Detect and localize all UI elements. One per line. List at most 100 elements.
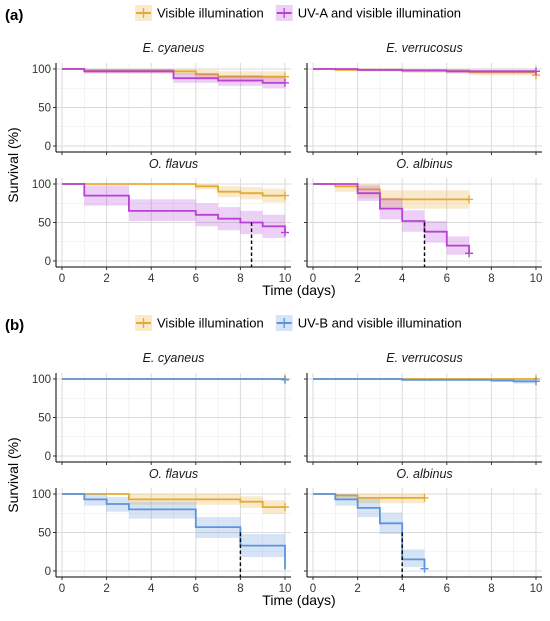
- x-tick-label: 4: [399, 583, 406, 595]
- y-tick-label: 0: [45, 141, 51, 153]
- x-tick-label: 0: [59, 583, 65, 595]
- y-axis-title: Survival (%): [5, 437, 21, 512]
- censor-mark: [281, 375, 289, 384]
- x-tick-label: 4: [148, 273, 155, 285]
- legend: Visible illumination UV-B and visible ill…: [135, 315, 462, 331]
- y-tick-label: 100: [32, 179, 51, 191]
- x-tick-label: 8: [488, 583, 494, 595]
- y-tick-label: 0: [45, 451, 51, 463]
- grid: [307, 63, 542, 152]
- x-tick-label: 2: [103, 273, 109, 285]
- legend-item: Visible illumination: [135, 315, 264, 331]
- legend: Visible illumination UV-A and visible ill…: [135, 5, 461, 21]
- x-tick-label: 6: [444, 273, 450, 285]
- y-tick-label: 50: [38, 103, 51, 115]
- survival-step-line: [313, 68, 536, 73]
- censor-mark: [420, 564, 429, 573]
- figure-tag: (a): [5, 7, 23, 24]
- series-visible: [62, 493, 289, 514]
- y-tick-label: 100: [32, 374, 51, 386]
- survival-step-line: [62, 183, 286, 233]
- confidence-band: [62, 184, 285, 203]
- panel-title: E. verrucosus: [386, 41, 462, 55]
- y-tick-label: 50: [38, 218, 51, 230]
- x-tick-label: 4: [148, 583, 155, 595]
- panel-title: E. cyaneus: [143, 41, 205, 55]
- figure-a: (a) Visible illumination UV-A and visible …: [5, 5, 542, 298]
- censor-mark: [465, 195, 474, 204]
- censor-mark: [532, 377, 540, 386]
- confidence-band: [313, 184, 470, 260]
- x-tick-label: 10: [279, 583, 292, 595]
- legend-item: Visible illumination: [135, 5, 264, 21]
- survival-step-line: [313, 183, 470, 254]
- x-tick-label: 8: [488, 273, 494, 285]
- y-tick-label: 50: [38, 413, 51, 425]
- x-tick-label: 0: [310, 273, 316, 285]
- survival-step-line: [313, 493, 426, 569]
- x-tick-label: 2: [103, 583, 109, 595]
- series-uva: [313, 67, 540, 76]
- figure-tag: (b): [5, 317, 24, 334]
- x-tick-label: 6: [193, 583, 199, 595]
- panel-e-cyaneus: E. cyaneus 0 50 100: [32, 351, 291, 465]
- legend-item: UV-B and visible illumination: [275, 315, 462, 331]
- panel-o-flavus: O. flavus 0 50 100 0 2 4 6 8 10: [32, 157, 292, 285]
- x-tick-label: 10: [530, 583, 543, 595]
- censor-mark: [532, 67, 540, 76]
- survival-step-line: [62, 493, 285, 508]
- y-axis-title: Survival (%): [5, 127, 21, 202]
- panel-title: E. verrucosus: [386, 351, 462, 365]
- series-visible: [62, 183, 289, 203]
- x-tick-label: 0: [59, 273, 65, 285]
- series-uvb: [313, 493, 429, 573]
- grid: [307, 373, 542, 462]
- panel-o-albinus: O. albinus 0 2 4 6 8 10: [304, 157, 542, 285]
- series-uvb: [313, 377, 540, 386]
- legend-item: UV-A and visible illumination: [275, 5, 461, 21]
- series-uva: [62, 68, 289, 89]
- panel-o-flavus: O. flavus 0 50 100 0 2 4 6 8 10: [32, 467, 292, 595]
- x-tick-label: 8: [237, 583, 243, 595]
- censor-mark: [281, 503, 289, 512]
- censor-mark: [281, 191, 289, 200]
- panel-title: E. cyaneus: [143, 351, 205, 365]
- y-tick-label: 50: [38, 528, 51, 540]
- censor-mark: [465, 249, 474, 258]
- figure-b: (b) Visible illumination UV-B and visible …: [5, 315, 542, 608]
- confidence-band: [62, 69, 285, 83]
- grid: [56, 373, 291, 462]
- series-uvb: [62, 375, 289, 384]
- legend-label: UV-A and visible illumination: [298, 6, 461, 21]
- confidence-band: [313, 184, 470, 209]
- legend-label: UV-B and visible illumination: [298, 316, 462, 331]
- censor-mark: [281, 228, 289, 237]
- legend-label: Visible illumination: [157, 316, 264, 331]
- panel-o-albinus: O. albinus 0 2 4 6 8 10: [304, 467, 542, 595]
- censor-mark: [281, 78, 289, 87]
- survival-step-line: [62, 68, 285, 84]
- x-tick-label: 2: [354, 583, 360, 595]
- y-tick-label: 0: [45, 256, 51, 268]
- x-tick-label: 10: [279, 273, 292, 285]
- x-tick-label: 6: [193, 273, 199, 285]
- panel-e-verrucosus: E. verrucosus: [304, 351, 542, 465]
- panel-title: O. flavus: [149, 157, 198, 171]
- x-tick-label: 4: [399, 273, 406, 285]
- y-tick-label: 100: [32, 64, 51, 76]
- x-tick-label: 8: [237, 273, 243, 285]
- series-uva: [313, 183, 474, 260]
- censor-mark: [420, 493, 429, 502]
- panel-title: O. albinus: [396, 157, 452, 171]
- y-tick-label: 0: [45, 566, 51, 578]
- panel-e-verrucosus: E. verrucosus: [304, 41, 542, 155]
- legend-label: Visible illumination: [157, 6, 264, 21]
- x-tick-label: 2: [354, 273, 360, 285]
- x-tick-label: 0: [310, 583, 316, 595]
- panel-title: O. albinus: [396, 467, 452, 481]
- x-tick-label: 10: [530, 273, 543, 285]
- survival-step-line: [62, 183, 285, 197]
- survival-step-line: [313, 378, 536, 383]
- panel-e-cyaneus: E. cyaneus 0 50 100: [32, 41, 291, 155]
